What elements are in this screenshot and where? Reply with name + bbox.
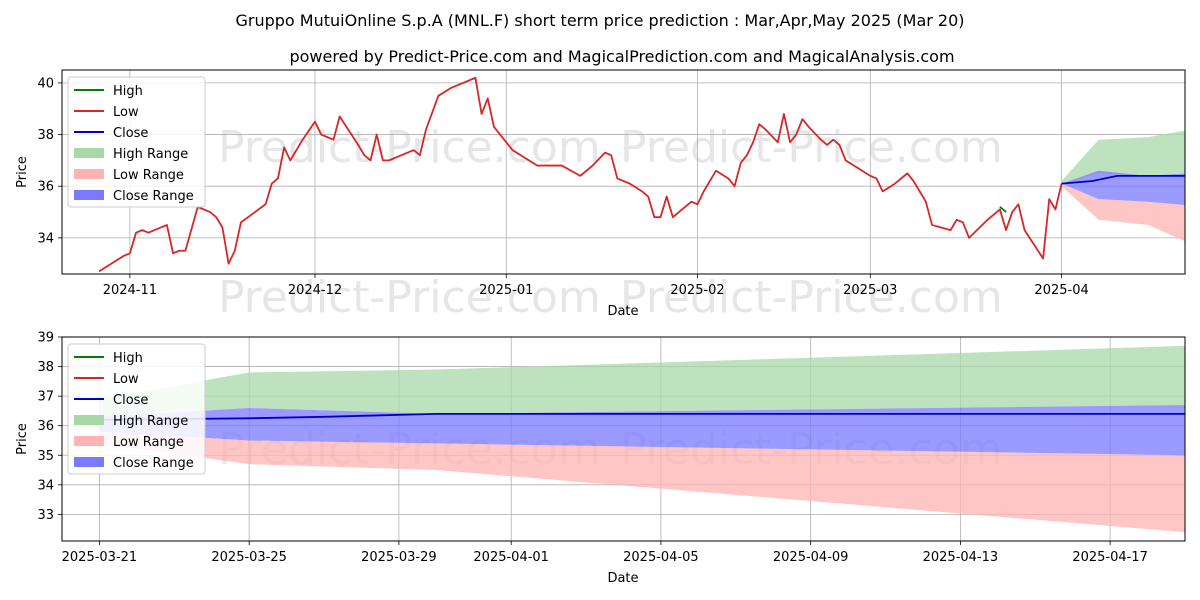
top-x-tick-label: 2024-12: [288, 283, 342, 298]
top-series-high: [999, 206, 1007, 213]
top-legend-swatch-close-range: [74, 190, 104, 200]
bottom-y-tick-label: 35: [37, 449, 54, 464]
bottom-y-ticks: 33 34 35 36 37 38 39: [37, 331, 62, 523]
bottom-series-group: [99, 345, 1185, 533]
bottom-y-tick-label: 33: [37, 508, 54, 523]
chart-subtitle: powered by Predict-Price.com and Magical…: [289, 47, 954, 66]
top-plot-area: [98, 76, 1185, 273]
bottom-legend: High Low Close High Range Low Range Close Ran…: [67, 343, 206, 475]
bottom-x-tick-label: 2025-03-25: [211, 550, 287, 565]
top-y-tick-label: 36: [37, 180, 54, 195]
chart-title: Gruppo MutuiOnline S.p.A (MNL.F) short t…: [235, 11, 964, 30]
top-x-ticks: 2024-11 2024-12 2025-01 2025-02 2025-03 2025-…: [103, 274, 1089, 298]
bottom-x-tick-label: 2025-04-05: [623, 550, 699, 565]
bottom-x-tick-label: 2025-04-13: [923, 550, 999, 565]
top-x-tick-label: 2025-02: [670, 283, 724, 298]
top-series-low: [98, 76, 1063, 273]
top-x-axis-label: Date: [607, 304, 638, 319]
bottom-close-range-band: [99, 405, 1185, 456]
bottom-y-tick-label: 39: [37, 331, 54, 346]
top-legend-label-low: Low: [113, 105, 139, 120]
top-legend-label-high-range: High Range: [113, 147, 188, 162]
bottom-x-tick-label: 2025-04-09: [773, 550, 849, 565]
top-legend-label-high: High: [113, 84, 143, 99]
top-y-tick-label: 40: [37, 76, 54, 91]
top-x-tick-label: 2025-04: [1034, 283, 1088, 298]
top-series-group: [98, 76, 1185, 273]
top-legend-label-close-range: Close Range: [113, 189, 194, 204]
bottom-plot-area: [99, 345, 1185, 533]
bottom-legend-swatch-high-range: [74, 415, 104, 425]
watermark-top-3: Predict-Price.com: [218, 272, 601, 323]
bottom-low-range-band: [99, 431, 1185, 533]
bottom-y-tick-label: 38: [37, 360, 54, 375]
bottom-x-tick-label: 2025-03-29: [361, 550, 437, 565]
bottom-legend-swatch-close-range: [74, 457, 104, 467]
top-close-range-band: [1061, 170, 1185, 205]
top-legend-swatch-high-range: [74, 148, 104, 158]
top-x-tick-label: 2025-03: [843, 283, 897, 298]
top-x-tick-label: 2025-01: [479, 283, 533, 298]
bottom-series-close: [99, 412, 1185, 421]
bottom-x-tick-label: 2025-03-21: [62, 550, 138, 565]
watermark-top-4: Predict-Price.com: [620, 272, 1003, 323]
top-grid: [62, 70, 1185, 274]
top-x-tick-label: 2024-11: [103, 283, 157, 298]
bottom-legend-swatch-low-range: [74, 436, 104, 446]
top-series-close: [1061, 174, 1185, 185]
bottom-y-tick-label: 36: [37, 419, 54, 434]
top-high-range-band: [1061, 130, 1185, 184]
top-legend-label-close: Close: [113, 126, 148, 141]
bottom-panel: Predict-Price.com Predict-Price.com 2025…: [15, 331, 1186, 586]
top-low-range-band: [1061, 183, 1185, 242]
top-legend-label-low-range: Low Range: [113, 168, 184, 183]
top-legend-swatch-low-range: [74, 169, 104, 179]
bottom-legend-label-close-range: Close Range: [113, 456, 194, 471]
bottom-legend-label-low: Low: [113, 372, 139, 387]
bottom-plot-frame: [61, 336, 1186, 542]
bottom-legend-label-close: Close: [113, 393, 148, 408]
top-legend: High Low Close High Range Low Range Close Ran…: [67, 76, 206, 208]
top-panel: Predict-Price.com Predict-Price.com Pred…: [15, 69, 1186, 323]
top-y-ticks: 34 36 38 40: [37, 76, 62, 246]
bottom-x-ticks: 2025-03-21 2025-03-25 2025-03-29 2025-04-01…: [62, 541, 1148, 565]
top-y-axis-label: Price: [15, 156, 30, 188]
top-y-tick-label: 38: [37, 128, 54, 143]
bottom-legend-label-low-range: Low Range: [113, 435, 184, 450]
bottom-legend-label-high-range: High Range: [113, 414, 188, 429]
top-plot-frame: [61, 69, 1186, 275]
top-y-tick-label: 34: [37, 231, 54, 246]
bottom-y-tick-label: 37: [37, 390, 54, 405]
bottom-high-range-band: [99, 345, 1185, 417]
bottom-y-tick-label: 34: [37, 478, 54, 493]
bottom-y-axis-label: Price: [15, 423, 30, 455]
bottom-x-tick-label: 2025-04-01: [473, 550, 549, 565]
bottom-x-tick-label: 2025-04-17: [1072, 550, 1148, 565]
bottom-x-axis-label: Date: [607, 571, 638, 586]
bottom-legend-label-high: High: [113, 351, 143, 366]
